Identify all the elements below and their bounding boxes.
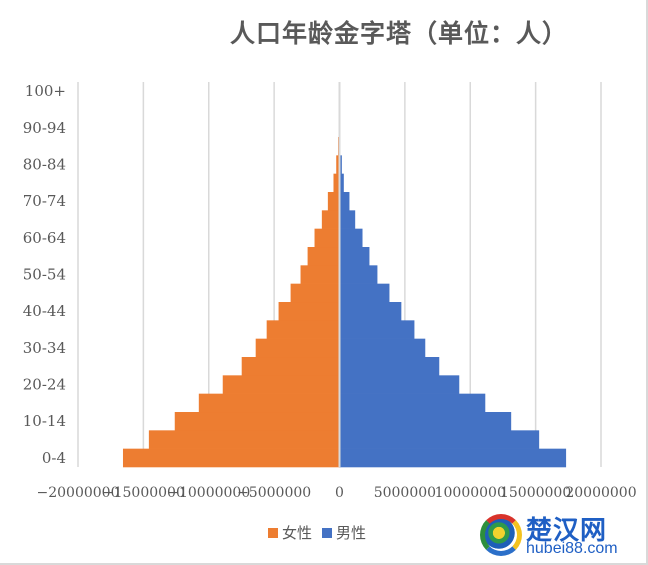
bar[interactable] xyxy=(336,155,340,174)
bar[interactable] xyxy=(339,357,440,376)
bar[interactable] xyxy=(148,430,340,449)
y-tick-label: 100+ xyxy=(25,82,66,100)
bar[interactable] xyxy=(339,210,356,229)
x-tick-label: −10000000 xyxy=(167,485,250,501)
bar[interactable] xyxy=(339,302,402,321)
legend-label-female: 女性 xyxy=(282,524,313,542)
bar[interactable] xyxy=(339,283,390,303)
x-axis-labels: −20000000−15000000−10000000−5000000 0 5000… xyxy=(37,485,637,501)
bar[interactable] xyxy=(339,375,460,394)
watermark-chinese: 楚汉网 xyxy=(526,516,608,546)
x-tick-label: 0 xyxy=(335,485,344,501)
legend-swatch-female xyxy=(268,527,278,538)
bar[interactable] xyxy=(266,320,340,339)
x-tick-label: 20000000 xyxy=(565,485,636,501)
bar[interactable] xyxy=(290,283,340,303)
bar[interactable] xyxy=(314,228,340,248)
bar[interactable] xyxy=(333,173,340,193)
legend: 女性 男性 xyxy=(268,522,372,543)
x-tick-label: −5000000 xyxy=(237,485,311,501)
x-tick-label: −20000000 xyxy=(37,485,120,501)
bar[interactable] xyxy=(339,192,350,211)
y-axis-labels: 0-4 10-14 20-24 30-34 40-44 50-54 60-64 70-74 80… xyxy=(23,82,66,467)
bar[interactable] xyxy=(222,375,340,394)
y-tick-label: 70-74 xyxy=(23,192,66,210)
series-female xyxy=(122,137,340,468)
bar[interactable] xyxy=(339,247,370,266)
y-tick-label: 40-44 xyxy=(23,302,66,320)
series-male xyxy=(339,137,567,468)
bar[interactable] xyxy=(122,448,340,468)
y-tick-label: 20-24 xyxy=(23,376,66,394)
bar[interactable] xyxy=(300,265,340,284)
y-tick-label: 30-34 xyxy=(23,339,66,357)
bar[interactable] xyxy=(339,173,344,193)
watermark-domain: hubei88.com xyxy=(526,540,618,557)
bar[interactable] xyxy=(339,320,415,339)
legend-swatch-male xyxy=(322,527,333,538)
bar[interactable] xyxy=(255,338,340,358)
bar[interactable] xyxy=(339,393,486,413)
legend-item-female[interactable]: 女性 xyxy=(268,522,312,543)
bar[interactable] xyxy=(339,155,342,174)
legend-item-male[interactable]: 男性 xyxy=(322,522,366,543)
bar[interactable] xyxy=(339,265,378,284)
bar[interactable] xyxy=(241,357,340,376)
bar[interactable] xyxy=(339,412,512,431)
bar[interactable] xyxy=(307,247,340,266)
y-tick-label: 80-84 xyxy=(23,156,66,174)
bar[interactable] xyxy=(321,210,340,229)
logo-ring-icon xyxy=(480,514,522,556)
watermark: 楚汉网 hubei88.com xyxy=(480,510,640,560)
bar[interactable] xyxy=(339,448,567,468)
y-tick-label: 0-4 xyxy=(42,449,66,467)
x-tick-label: −15000000 xyxy=(102,485,185,501)
bar[interactable] xyxy=(339,338,426,358)
legend-label-male: 男性 xyxy=(336,524,367,542)
x-tick-label: 5000000 xyxy=(374,485,436,501)
bar[interactable] xyxy=(339,430,540,449)
x-tick-label: 15000000 xyxy=(500,485,571,501)
bar[interactable] xyxy=(339,228,363,248)
y-tick-label: 90-94 xyxy=(23,119,66,137)
y-tick-label: 50-54 xyxy=(23,266,66,284)
x-tick-label: 10000000 xyxy=(435,485,506,501)
bar[interactable] xyxy=(278,302,340,321)
y-tick-label: 60-64 xyxy=(23,229,66,247)
chart-title: 人口年龄金字塔（单位：人） xyxy=(229,19,568,48)
y-tick-label: 10-14 xyxy=(23,412,66,430)
bar[interactable] xyxy=(174,412,340,431)
bar[interactable] xyxy=(327,192,340,211)
bar[interactable] xyxy=(198,393,340,413)
